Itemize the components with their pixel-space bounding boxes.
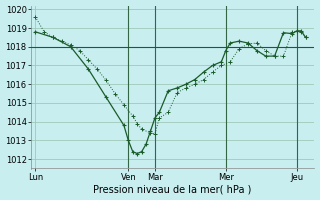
- X-axis label: Pression niveau de la mer( hPa ): Pression niveau de la mer( hPa ): [93, 184, 252, 194]
